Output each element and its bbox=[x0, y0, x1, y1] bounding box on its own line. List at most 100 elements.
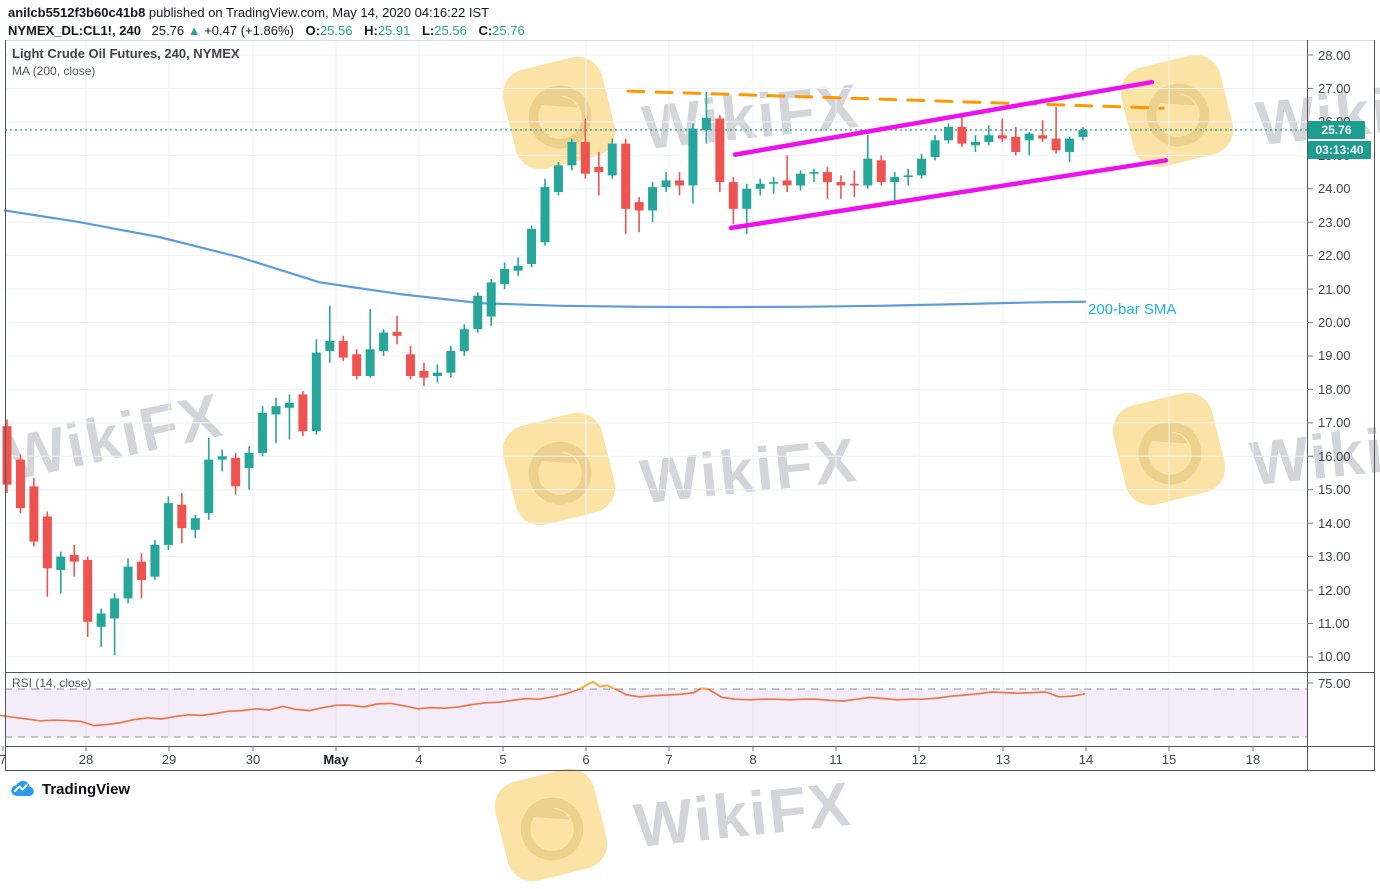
candle-body bbox=[567, 141, 577, 166]
low-label: L: bbox=[421, 23, 435, 38]
pane-title: Light Crude Oil Futures, 240, NYMEX bbox=[12, 46, 240, 61]
candle-body bbox=[379, 332, 389, 351]
candle-body bbox=[675, 180, 684, 186]
time-axis-label: 14 bbox=[1078, 752, 1094, 767]
candle-body bbox=[406, 354, 415, 377]
symbol-name: NYMEX_DL:CL1!, 240 bbox=[8, 23, 141, 38]
price-axis-label: 12.00 bbox=[1318, 582, 1351, 598]
candle-body bbox=[634, 202, 644, 211]
candle-body bbox=[621, 143, 631, 209]
candle-body bbox=[930, 140, 940, 157]
candle-body bbox=[96, 613, 106, 627]
price-axis-label: 27.00 bbox=[1318, 80, 1351, 96]
candle-body bbox=[1024, 133, 1034, 141]
close-label: C: bbox=[478, 23, 493, 38]
time-axis-label: 5 bbox=[499, 752, 507, 767]
rsi-line-overbought bbox=[599, 684, 608, 688]
tradingview-logo[interactable]: TradingView bbox=[10, 780, 130, 798]
candle-body bbox=[849, 183, 859, 186]
rsi-line-overbought bbox=[606, 684, 616, 690]
candle-body bbox=[486, 282, 496, 317]
tradingview-cloud-icon bbox=[11, 780, 34, 797]
publish-line: anilcb5512f3b60c41b8 published on Tradin… bbox=[8, 4, 525, 21]
candle-body bbox=[1078, 129, 1088, 137]
resistance-trendline bbox=[626, 89, 1165, 110]
candle-body bbox=[352, 354, 362, 377]
candle-body bbox=[284, 402, 294, 408]
candle-body bbox=[2, 426, 12, 485]
price-axis-label: 19.00 bbox=[1318, 348, 1351, 364]
candle-body bbox=[540, 187, 550, 243]
candle-body bbox=[1038, 135, 1048, 139]
publisher-name: anilcb5512f3b60c41b8 bbox=[8, 5, 146, 20]
candle-body bbox=[513, 265, 523, 271]
candle-body bbox=[177, 504, 187, 529]
candle-body bbox=[123, 566, 133, 599]
candle-body bbox=[648, 187, 658, 211]
sma-annotation: 200-bar SMA bbox=[1088, 301, 1177, 318]
candle-body bbox=[271, 406, 281, 415]
candle-body bbox=[325, 340, 335, 351]
candle-body bbox=[110, 598, 120, 619]
candle-body bbox=[890, 177, 900, 183]
candle-body bbox=[957, 126, 967, 144]
low-value: 25.56 bbox=[434, 23, 467, 38]
candle-body bbox=[29, 486, 39, 542]
tradingview-logo-text: TradingView bbox=[42, 780, 131, 798]
candle-body bbox=[163, 503, 173, 545]
time-axis-label: 29 bbox=[161, 752, 177, 767]
time-axis-label: 7 bbox=[0, 752, 7, 767]
header: anilcb5512f3b60c41b8 published on Tradin… bbox=[8, 4, 525, 39]
price-axis-label: 13.00 bbox=[1318, 549, 1351, 565]
price-axis-label: 23.00 bbox=[1318, 214, 1351, 230]
candle-body bbox=[446, 350, 456, 373]
chart-canvas[interactable] bbox=[0, 0, 1380, 810]
candle-body bbox=[876, 160, 886, 183]
high-value: 25.91 bbox=[377, 23, 411, 38]
price-axis-label: 20.00 bbox=[1318, 315, 1351, 331]
time-axis-label: 28 bbox=[78, 752, 94, 767]
candle-body bbox=[944, 126, 953, 141]
price-axis-label: 10.00 bbox=[1318, 649, 1351, 665]
wikifx-logo-icon bbox=[502, 412, 616, 526]
candle-body bbox=[742, 188, 752, 209]
candle-body bbox=[728, 182, 738, 209]
candle-body bbox=[298, 394, 308, 432]
candle-body bbox=[432, 372, 442, 377]
time-axis-label: 7 bbox=[665, 752, 673, 767]
candle-body bbox=[580, 141, 590, 174]
candle-body bbox=[701, 117, 711, 130]
candle-body bbox=[553, 165, 563, 193]
rsi-line-overbought bbox=[586, 680, 594, 686]
candle-body bbox=[56, 556, 66, 570]
candle-body bbox=[459, 329, 469, 351]
candle-body bbox=[150, 544, 160, 577]
candle-body bbox=[607, 143, 617, 176]
candle-body bbox=[204, 459, 214, 514]
time-axis-label: 18 bbox=[1245, 752, 1261, 767]
price-change: +0.47 (+1.86%) bbox=[204, 23, 294, 38]
candle-body bbox=[782, 180, 792, 186]
candle-body bbox=[1065, 138, 1075, 152]
candle-body bbox=[392, 331, 402, 336]
price-axis-label: 22.00 bbox=[1318, 248, 1351, 264]
time-axis-label: 4 bbox=[415, 752, 423, 767]
time-axis-label: 8 bbox=[749, 752, 757, 767]
price-axis-label: 16.00 bbox=[1318, 448, 1351, 464]
price-axis-label: 21.00 bbox=[1318, 281, 1351, 297]
candle-body bbox=[1051, 138, 1061, 151]
price-axis-label: 14.00 bbox=[1318, 515, 1351, 531]
open-value: 25.56 bbox=[319, 23, 353, 38]
candle-body bbox=[311, 352, 321, 432]
time-axis-label: 12 bbox=[911, 752, 927, 767]
candle-body bbox=[244, 452, 254, 468]
lower-channel-trendline bbox=[728, 158, 1169, 231]
candle-body bbox=[836, 182, 846, 186]
candle-body bbox=[917, 158, 927, 176]
price-axis-label: 18.00 bbox=[1318, 381, 1351, 397]
candle-body bbox=[796, 173, 806, 186]
candle-body bbox=[822, 172, 832, 183]
time-axis-label: May bbox=[323, 752, 349, 767]
symbol-line: NYMEX_DL:CL1!, 240 25.76 ▲ +0.47 (+1.86%… bbox=[8, 22, 525, 39]
